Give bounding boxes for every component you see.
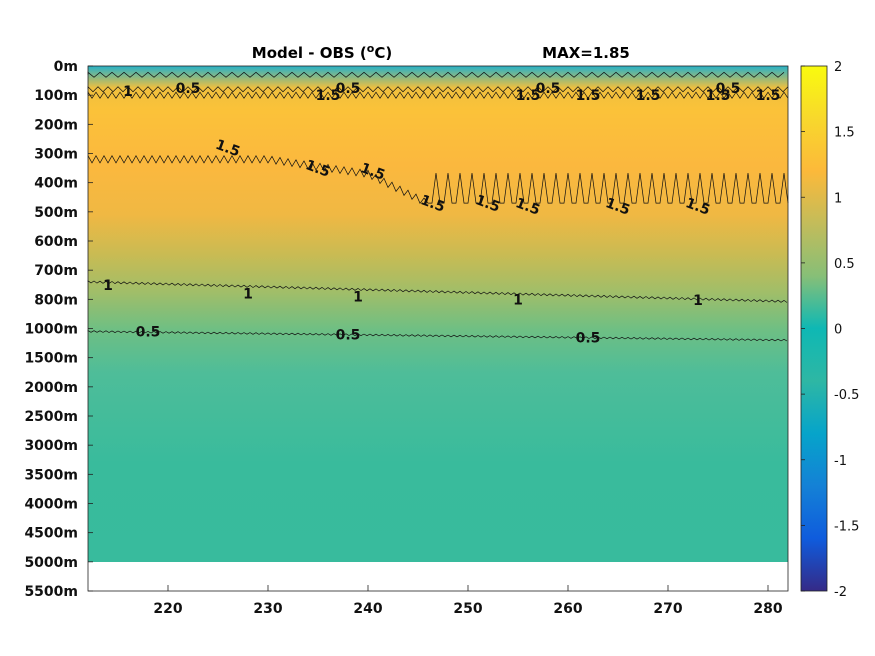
y-tick-label: 3500m [24,467,78,483]
colorbar-tick-label: -1.5 [834,519,859,534]
y-tick-label: 1500m [24,351,78,367]
contour-label: 0.5 [536,81,561,97]
colorbar-tick-label: 2 [834,60,842,75]
colorbar-tick-label: 1.5 [834,126,855,141]
y-tick-label: 2500m [24,409,78,425]
contour-label: 1 [123,84,133,100]
contour-label: 0.5 [576,330,601,346]
y-tick-label: 400m [34,176,78,192]
contour-line-1-surface [87,85,789,93]
y-tick-label: 100m [34,88,78,104]
y-tick-label: 5000m [24,555,78,571]
contour-label: 0.5 [336,81,361,97]
contour-label: 0.5 [176,81,201,97]
contour-line-1-deep [87,280,788,303]
max-label: MAX=1.85 [542,44,630,62]
plot-area: 0.5 0.5 0.5 0.5 1 1.5 1.5 1.5 1.5 1.5 1.5 1.5 1.5 1.5… [87,65,789,592]
x-tick-label: 280 [753,601,782,617]
y-tick-label: 200m [34,117,78,133]
contour-label: 1.5 [213,137,242,161]
contour-label: 1.5 [418,192,447,216]
colorbar: 2 1.5 1 0.5 0 -0.5 -1 -1.5 -2 [800,60,859,600]
x-tick-label: 260 [553,601,582,617]
x-tick-label: 230 [253,601,282,617]
difference-field [88,66,788,562]
contour-label: 0.5 [716,81,741,97]
contour-line-1.5-upper [87,91,789,99]
contour-label: 1.5 [513,195,542,219]
y-axis: 0m 100m 200m 300m 400m 500m 600m 700m 800m 1000m 1… [24,59,93,600]
contour-label: 1 [243,287,253,303]
y-tick-label: 1000m [24,322,78,338]
contour-label: 1 [103,278,113,294]
colorbar-tick-label: -2 [834,585,847,600]
contour-label: 1.5 [316,88,341,104]
contour-label: 1 [693,293,703,309]
contour-label: 1.5 [683,195,712,219]
colorbar-tick-label: -1 [834,454,847,469]
y-tick-label: 4500m [24,526,78,542]
contour-label: 1.5 [576,88,601,104]
contour-label: 1.5 [603,195,632,219]
contour-label: 1.5 [473,192,502,216]
colorbar-ticks: 2 1.5 1 0.5 0 -0.5 -1 -1.5 -2 [801,60,859,600]
chart-title: Model - OBS (oC) [252,42,392,62]
x-tick-label: 240 [353,601,382,617]
y-tick-label: 500m [34,205,78,221]
contour-line-0.5-surface [87,71,785,78]
contour-label: 1.5 [516,88,541,104]
contour-label: 1.5 [706,88,731,104]
y-tick-label: 300m [34,147,78,163]
contour-label: 1 [353,289,363,305]
contour-label: 1.5 [756,88,781,104]
x-axis: 220 230 240 250 260 270 280 [153,585,783,617]
colorbar-tick-label: 0.5 [834,257,855,272]
y-tick-label: 2000m [24,380,78,396]
colorbar-tick-label: 1 [834,191,842,206]
x-tick-label: 270 [653,601,682,617]
x-tick-label: 250 [453,601,482,617]
y-tick-label: 5500m [24,584,78,600]
contour-label: 0.5 [136,324,161,340]
y-tick-label: 4000m [24,497,78,513]
y-tick-label: 0m [54,59,78,75]
contour-labels: 0.5 0.5 0.5 0.5 1 1.5 1.5 1.5 1.5 1.5 1.5 1.5 1.5 1.5… [103,81,780,346]
contour-lines [87,71,789,342]
contour-label: 1.5 [303,157,332,181]
colorbar-gradient [800,65,828,592]
y-tick-label: 3000m [24,438,78,454]
contour-label: 1.5 [636,88,661,104]
contour-label: 1 [513,292,523,308]
y-tick-label: 600m [34,234,78,250]
contour-label: 1.5 [358,160,387,184]
colorbar-tick-label: 0 [834,323,842,338]
contour-line-0.5-deep [87,329,788,342]
contour-line-1.5-lower [87,154,789,204]
x-tick-label: 220 [153,601,182,617]
y-tick-label: 700m [34,263,78,279]
y-tick-label: 800m [34,292,78,308]
contour-label: 0.5 [336,327,361,343]
colorbar-tick-label: -0.5 [834,388,859,403]
